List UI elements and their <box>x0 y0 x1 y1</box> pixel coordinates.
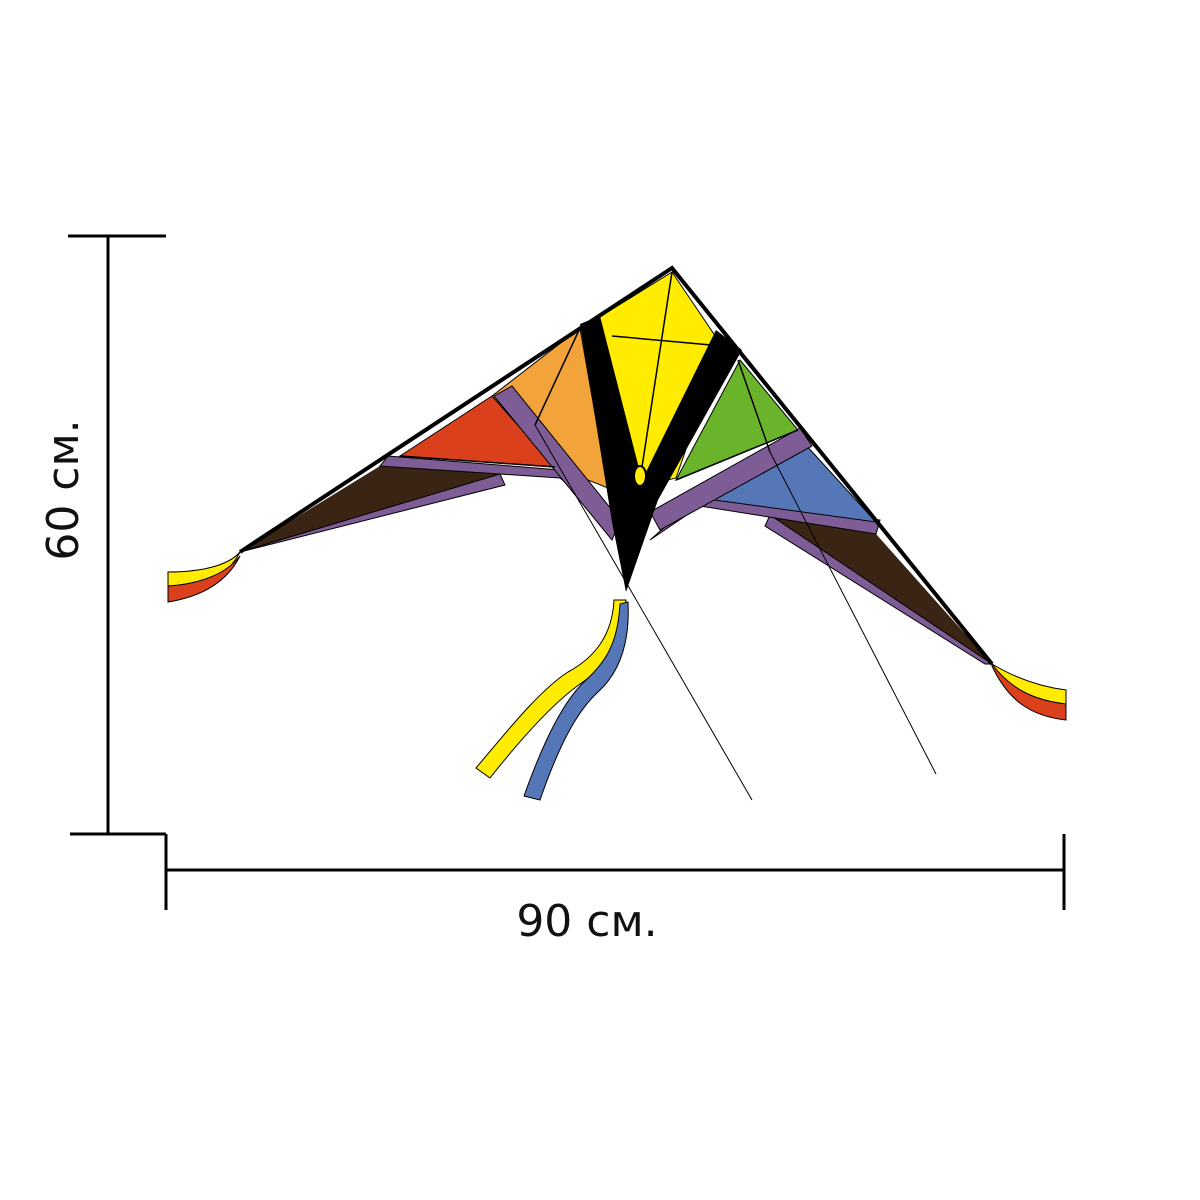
center-spine <box>580 316 742 592</box>
kite <box>167 265 1067 801</box>
left-wing-streamer <box>167 551 241 603</box>
nose-fitting <box>633 465 647 487</box>
right-purple-spar <box>649 427 813 531</box>
left-brown-wedge <box>240 466 500 552</box>
leading-edge <box>238 265 994 666</box>
height-dimension <box>68 234 166 836</box>
right-wing-streamer <box>991 662 1067 721</box>
width-label: 90 см. <box>516 896 657 947</box>
blue-tail <box>523 601 629 801</box>
right-control-line <box>769 451 937 775</box>
height-label: 60 см. <box>38 419 89 560</box>
left-control-line <box>534 424 753 801</box>
frame-lines <box>399 271 799 481</box>
width-dimension <box>164 834 1066 910</box>
